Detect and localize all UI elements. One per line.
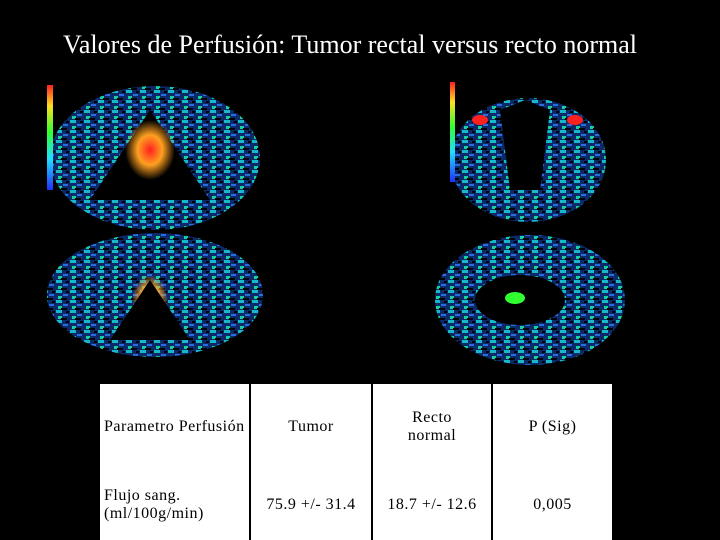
image-normal-top [445,78,606,225]
header-text: Recto normal [407,409,457,444]
header-cell: Recto normal [372,384,493,470]
header-row: Parametro Perfusión Tumor Recto normal P… [100,384,612,470]
header-cell: P (Sig) [528,418,577,435]
image-normal-bottom [432,230,628,372]
header-cell: Tumor [250,384,373,470]
image-tumor-top [45,80,265,235]
slide-title: Valores de Perfusión: Tumor rectal versu… [62,30,638,59]
header-cell: Parametro Perfusión [100,384,251,470]
data-row: Flujo sang. (ml/100g/min) 75.9 +/- 31.4 … [100,470,612,540]
table-cell: 18.7 +/- 12.6 [372,470,493,540]
table-cell: 75.9 +/- 31.4 [250,470,373,540]
image-tumor-bottom [45,233,265,375]
perfusion-table: Parametro Perfusión Tumor Recto normal P… [100,384,612,540]
table-cell: Flujo sang. (ml/100g/min) [100,470,251,540]
table-cell: 0,005 [533,496,572,513]
